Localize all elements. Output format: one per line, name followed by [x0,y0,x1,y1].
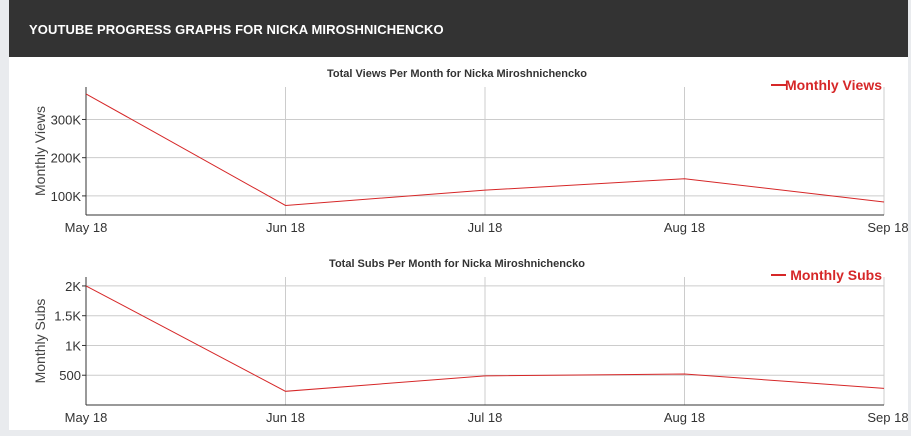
views-chart: Total Views Per Month for Nicka Miroshni… [32,68,908,235]
views-chart-title: Total Views Per Month for Nicka Miroshni… [327,68,587,80]
views-legend-label: Monthly Views [785,77,882,93]
subs-chart-title: Total Subs Per Month for Nicka Miroshnic… [329,258,585,270]
subs-x-tick-label: May 18 [65,410,108,425]
views-y-tick-label: 100K [51,189,82,204]
subs-x-tick-label: Aug 18 [664,410,705,425]
views-y-tick-label: 300K [51,112,82,127]
views-y-axis-label: Monthly Views [32,106,48,196]
subs-x-tick-label: Sep 18 [867,410,908,425]
views-x-tick-label: Jun 18 [266,220,305,235]
subs-y-tick-label: 1K [65,338,81,353]
subs-x-tick-label: Jul 18 [468,410,503,425]
subs-y-tick-label: 1.5K [54,309,81,324]
views-x-tick-label: Jul 18 [468,220,503,235]
subs-y-axis-label: Monthly Subs [32,299,48,384]
subs-x-tick-label: Jun 18 [266,410,305,425]
views-y-tick-label: 200K [51,151,82,166]
subs-chart: Total Subs Per Month for Nicka Miroshnic… [32,258,908,425]
page-title: YOUTUBE PROGRESS GRAPHS FOR NICKA MIROSH… [29,22,444,37]
views-x-tick-label: Aug 18 [664,220,705,235]
progress-graphs-card: YOUTUBE PROGRESS GRAPHS FOR NICKA MIROSH… [9,0,908,430]
subs-y-tick-label: 500 [59,368,81,383]
views-x-tick-label: Sep 18 [867,220,908,235]
subs-y-tick-label: 2K [65,279,81,294]
views-x-tick-label: May 18 [65,220,108,235]
subs-legend-label: Monthly Subs [790,267,882,283]
card-header: YOUTUBE PROGRESS GRAPHS FOR NICKA MIROSH… [9,0,908,57]
